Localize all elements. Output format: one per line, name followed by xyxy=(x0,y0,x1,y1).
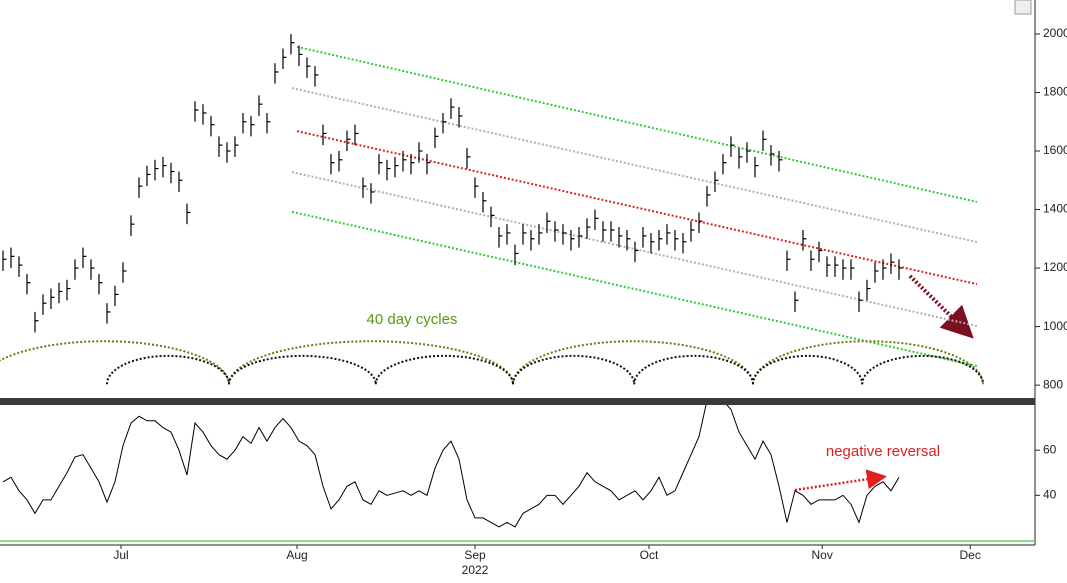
x-tick-label: Aug xyxy=(286,548,307,562)
channel-line xyxy=(291,171,978,327)
cycle-arc xyxy=(633,354,754,385)
plot-area xyxy=(0,33,984,385)
x-tick-label: Sep xyxy=(464,548,486,562)
reversal-annotation: negative reversal xyxy=(826,443,940,460)
y-tick-label: 2000 xyxy=(1043,26,1067,40)
cycle-arc xyxy=(861,354,984,385)
cycle-arc xyxy=(106,354,230,385)
y-tick-label: 40 xyxy=(1043,487,1057,501)
plot-area xyxy=(2,405,900,528)
cycle-arc xyxy=(374,354,514,385)
cycle-annotation: 40 day cycles xyxy=(367,311,458,328)
rsi-line xyxy=(2,405,900,528)
panel-button[interactable] xyxy=(1014,0,1032,15)
channel-line xyxy=(296,45,978,203)
long-cycle-arc xyxy=(512,340,754,385)
panel-divider xyxy=(0,398,1035,405)
y-tick-label: 1200 xyxy=(1043,260,1067,274)
x-tick-label: Dec xyxy=(960,548,981,562)
forecast-arrow xyxy=(908,274,974,339)
reversal-arrow xyxy=(794,469,887,492)
cycle-arc xyxy=(752,354,864,385)
long-cycle-arc xyxy=(228,340,514,385)
channel-line xyxy=(291,87,978,243)
x-tick-label: Jul xyxy=(113,548,128,562)
long-cycle-arc xyxy=(752,340,984,385)
cycle-arc xyxy=(512,354,636,385)
y-tick-label: 60 xyxy=(1043,442,1057,456)
x-tick-label: Nov xyxy=(812,548,833,562)
x-sublabel: 2022 xyxy=(462,563,489,577)
y-tick-label: 1400 xyxy=(1043,202,1067,216)
cycle-arc xyxy=(228,354,377,385)
channel-line xyxy=(296,130,978,286)
long-cycle-arc xyxy=(0,340,230,385)
y-tick-label: 800 xyxy=(1043,377,1063,391)
channel-line xyxy=(291,210,978,368)
y-tick-label: 1600 xyxy=(1043,143,1067,157)
y-tick-label: 1000 xyxy=(1043,319,1067,333)
y-tick-label: 1800 xyxy=(1043,85,1067,99)
x-tick-label: Oct xyxy=(640,548,659,562)
